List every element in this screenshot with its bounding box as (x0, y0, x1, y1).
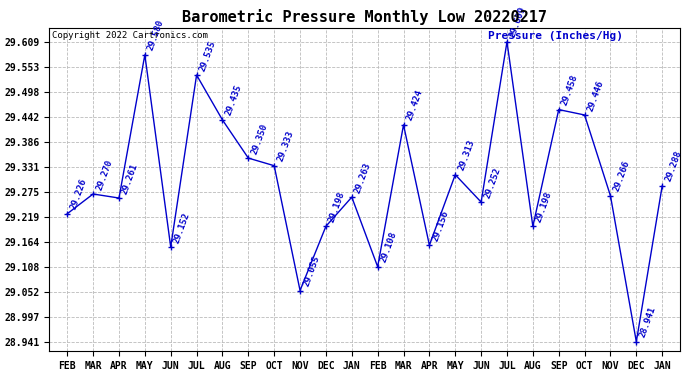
Text: 29.288: 29.288 (664, 150, 683, 183)
Text: 29.252: 29.252 (482, 166, 502, 199)
Text: 29.435: 29.435 (224, 84, 244, 117)
Text: 29.152: 29.152 (172, 211, 192, 244)
Text: 29.446: 29.446 (586, 79, 605, 112)
Text: Copyright 2022 Cartronics.com: Copyright 2022 Cartronics.com (52, 31, 208, 40)
Text: 29.270: 29.270 (95, 158, 114, 191)
Text: 29.580: 29.580 (146, 19, 166, 52)
Text: 29.198: 29.198 (327, 190, 347, 224)
Text: Pressure (Inches/Hg): Pressure (Inches/Hg) (488, 31, 623, 41)
Text: 29.609: 29.609 (509, 6, 528, 39)
Text: 29.535: 29.535 (198, 39, 217, 72)
Text: 29.108: 29.108 (379, 231, 399, 264)
Text: 29.198: 29.198 (534, 190, 554, 224)
Text: 29.333: 29.333 (275, 129, 295, 163)
Text: 29.261: 29.261 (120, 162, 140, 195)
Text: 29.424: 29.424 (405, 89, 424, 122)
Text: 29.350: 29.350 (250, 122, 269, 155)
Text: 29.266: 29.266 (612, 160, 631, 193)
Text: 29.263: 29.263 (353, 161, 373, 194)
Text: 29.458: 29.458 (560, 74, 580, 107)
Title: Barometric Pressure Monthly Low 20220217: Barometric Pressure Monthly Low 20220217 (182, 9, 547, 26)
Text: 29.055: 29.055 (302, 254, 321, 288)
Text: 29.226: 29.226 (68, 178, 88, 211)
Text: 28.941: 28.941 (638, 306, 657, 339)
Text: 29.156: 29.156 (431, 209, 451, 242)
Text: 29.313: 29.313 (457, 138, 476, 172)
